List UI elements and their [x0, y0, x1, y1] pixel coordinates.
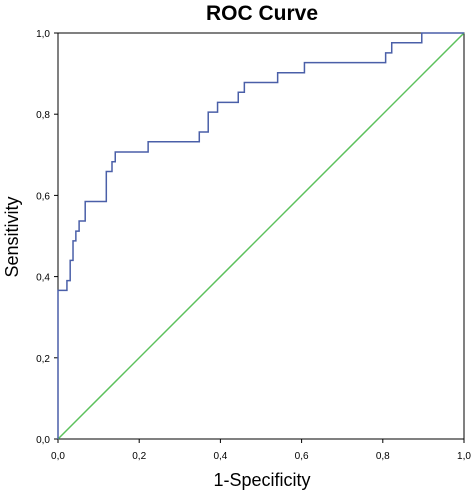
y-tick-label: 0,8: [36, 110, 50, 121]
y-tick-label: 0,6: [36, 191, 50, 202]
y-axis-label: Sensitivity: [2, 196, 22, 277]
ticks-layer: 0,0 0,2 0,4 0,6 0,8 1,0 0,0 0,2 0,4 0,6 0,8 1,0: [36, 29, 471, 462]
x-tick-label: 0,6: [295, 451, 309, 462]
x-tick-label: 0,0: [51, 451, 65, 462]
reference-diagonal-line: [57, 32, 465, 440]
x-tick-label: 0,4: [213, 451, 227, 462]
y-tick-label: 1,0: [36, 29, 50, 40]
y-tick-label: 0,2: [36, 354, 50, 365]
x-tick-label: 0,8: [376, 451, 390, 462]
x-tick-label: 0,2: [132, 451, 146, 462]
x-axis-label: 1-Specificity: [213, 470, 310, 490]
y-tick-label: 0,0: [36, 435, 50, 446]
plot-frame: [57, 32, 465, 440]
chart-title: ROC Curve: [206, 2, 318, 25]
y-tick-label: 0,4: [36, 273, 50, 284]
x-tick-label: 1,0: [457, 451, 471, 462]
roc-curve-line: [57, 32, 464, 439]
series-layer: [57, 32, 465, 440]
